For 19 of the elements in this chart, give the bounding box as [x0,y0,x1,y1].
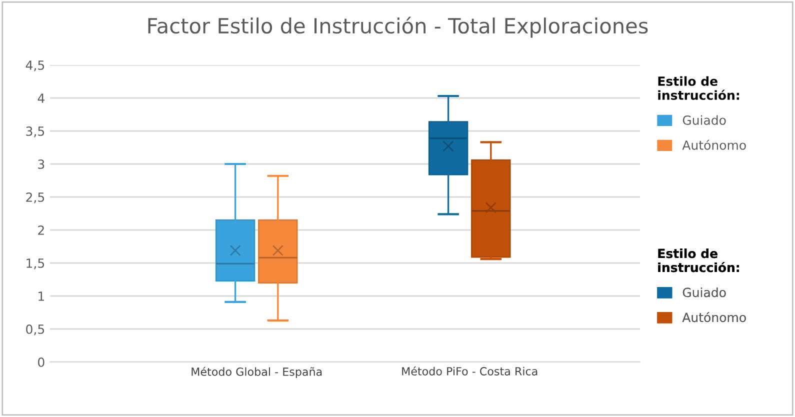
legend-title: Estilo de instrucción: [658,76,740,100]
y-tick-label: 0,5 [26,324,44,336]
y-tick-label: 4,5 [26,60,44,72]
y-tick-label: 4 [38,94,44,103]
text: Estilo de instrucción: [658,248,740,272]
y-tick-label: 2,5 [26,192,44,204]
y-tick-label: 3 [38,159,44,169]
y-tick-label: 1 [38,292,44,301]
legend-label: Guiado [682,115,726,125]
chart-title: Factor Estilo de Instrucción - Total Exploraciones [148,16,648,38]
y-tick-label: 0 [38,357,44,367]
legend-label: Autónomo [682,312,746,322]
x-tick-label: Método PiFo - Costa Rica [402,366,538,376]
x-tick-label: Método Global - España [192,366,322,378]
y-tick-label: 2 [38,225,44,235]
y-tick-label: 3,5 [26,126,44,138]
legend-label: Guiado [682,287,726,298]
y-tick-label: 1,5 [26,258,44,270]
legend-label: Autónomo [682,140,746,150]
